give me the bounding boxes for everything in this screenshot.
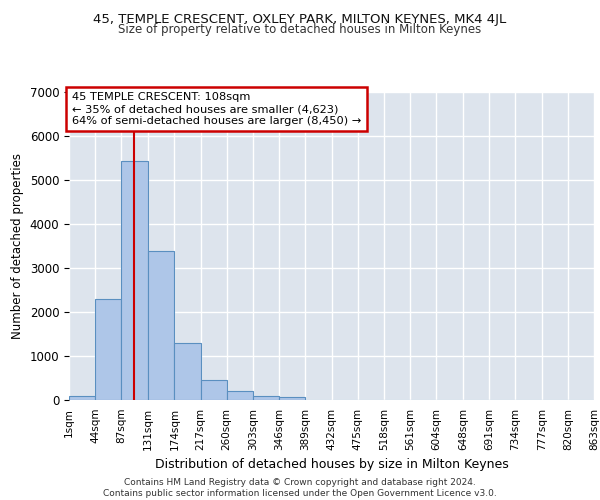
- Bar: [148, 250, 175, 400]
- Bar: [121, 160, 148, 400]
- Bar: [279, 398, 305, 400]
- Bar: [95, 299, 121, 400]
- Bar: [200, 380, 227, 400]
- Text: 45, TEMPLE CRESCENT, OXLEY PARK, MILTON KEYNES, MK4 4JL: 45, TEMPLE CRESCENT, OXLEY PARK, MILTON …: [94, 12, 506, 26]
- Y-axis label: Number of detached properties: Number of detached properties: [11, 153, 24, 339]
- Bar: [253, 396, 279, 400]
- Text: Size of property relative to detached houses in Milton Keynes: Size of property relative to detached ho…: [118, 22, 482, 36]
- Bar: [69, 396, 95, 400]
- Bar: [175, 343, 200, 400]
- Text: 45 TEMPLE CRESCENT: 108sqm
← 35% of detached houses are smaller (4,623)
64% of s: 45 TEMPLE CRESCENT: 108sqm ← 35% of deta…: [71, 92, 361, 126]
- Text: Contains HM Land Registry data © Crown copyright and database right 2024.
Contai: Contains HM Land Registry data © Crown c…: [103, 478, 497, 498]
- Bar: [227, 391, 253, 400]
- X-axis label: Distribution of detached houses by size in Milton Keynes: Distribution of detached houses by size …: [155, 458, 508, 471]
